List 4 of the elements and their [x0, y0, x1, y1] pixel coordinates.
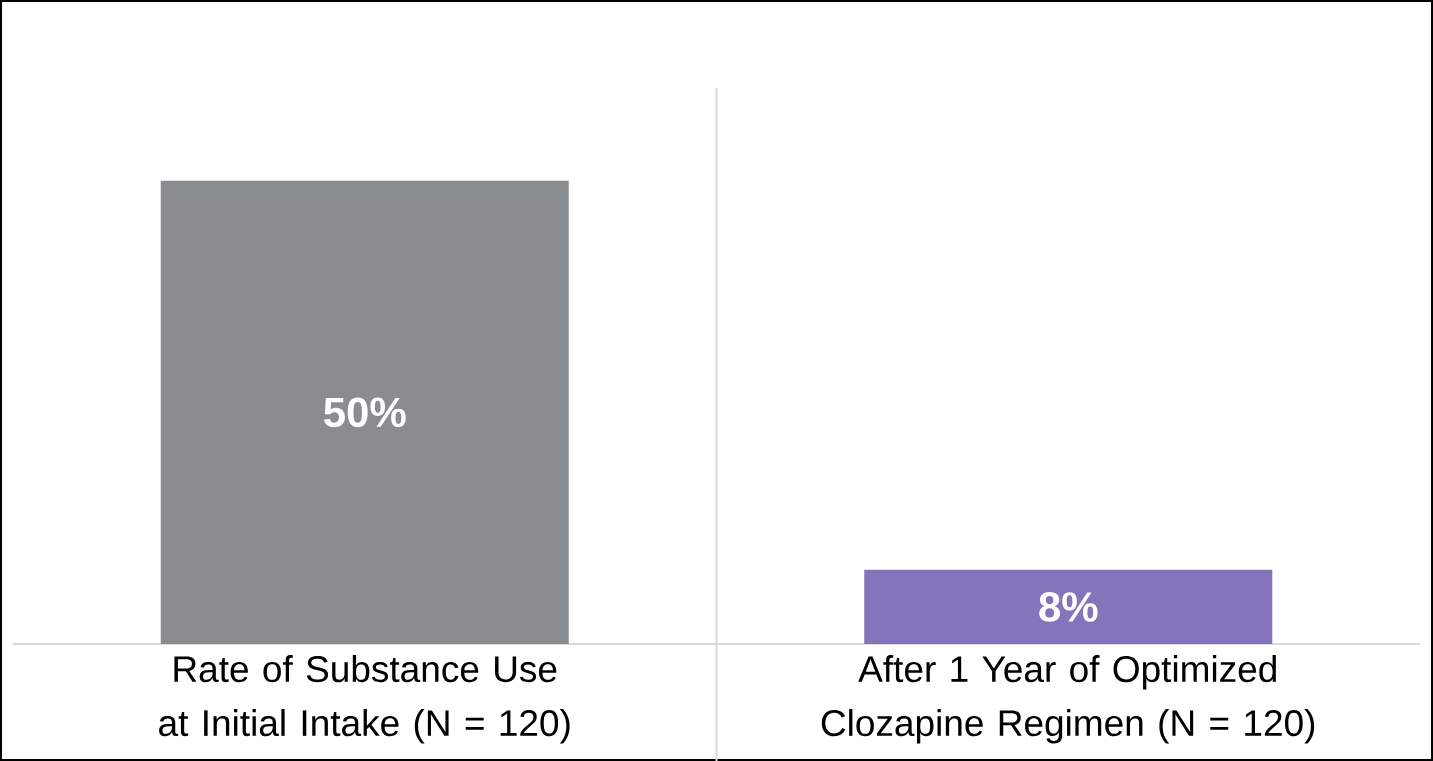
- data-label: 50%: [324, 397, 406, 428]
- x-tick-label: After 1 Year of Optimized Clozapine Regimen (N = 120): [821, 655, 1315, 744]
- x-tick-label: Rate of Substance Use at Initial Intake (N = 120): [159, 655, 570, 744]
- data-label: 8%: [1039, 592, 1098, 622]
